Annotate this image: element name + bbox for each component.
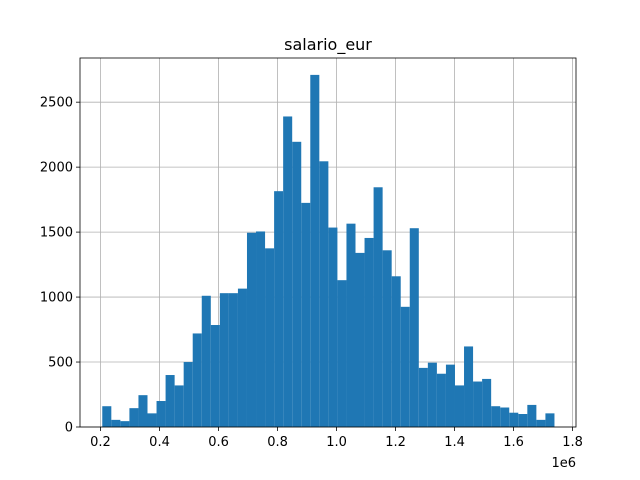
histogram-bars: [102, 74, 555, 428]
histogram-bar: [301, 202, 311, 427]
histogram-bar: [418, 367, 428, 427]
histogram-bar: [156, 401, 166, 427]
histogram-bar: [545, 413, 555, 427]
histogram-bar: [138, 395, 148, 427]
chart-title: salario_eur: [284, 35, 372, 55]
histogram-bar: [310, 74, 320, 428]
x-axis-offset-label: 1e6: [551, 456, 576, 471]
histogram-bar: [174, 385, 184, 427]
histogram-bar: [201, 295, 211, 427]
histogram-bar: [400, 306, 410, 427]
histogram-bar: [219, 293, 229, 427]
x-tick-label: 0.8: [267, 435, 288, 450]
histogram-bar: [183, 362, 193, 427]
x-tick-label: 0.2: [90, 435, 111, 450]
histogram-bar: [129, 408, 139, 427]
histogram-bar: [355, 252, 365, 427]
x-tick-label: 1.2: [385, 435, 406, 450]
histogram-bar: [120, 421, 130, 427]
histogram-bar: [536, 419, 546, 427]
histogram-bar: [518, 414, 528, 427]
y-tick-label: 1000: [40, 291, 73, 306]
x-tick-label: 0.6: [208, 435, 229, 450]
x-tick-label: 1.4: [444, 435, 465, 450]
histogram-bar: [491, 406, 501, 427]
histogram-bar: [436, 373, 446, 427]
histogram-bar: [445, 364, 455, 427]
histogram-bar: [509, 412, 519, 427]
histogram-bar: [237, 288, 247, 427]
axis-ticks: 0.2 0.4 0.6 0.8 1.0 1.2 1.4 1.6 1.8 0 500 1000 1500 2…: [40, 96, 583, 450]
histogram-bar: [500, 407, 510, 427]
histogram-bar: [382, 250, 392, 427]
histogram-bar: [482, 378, 492, 427]
histogram-bar: [147, 413, 157, 427]
plot-frame: [79, 57, 577, 428]
x-tick-label: 0.4: [149, 435, 170, 450]
histogram-bar: [102, 406, 112, 427]
x-tick-label: 1.8: [562, 435, 583, 450]
axes-frame: [79, 57, 577, 428]
histogram-bar: [256, 231, 266, 427]
histogram-bar: [228, 293, 238, 427]
histogram-bar: [328, 227, 338, 427]
histogram-bar: [364, 237, 374, 427]
histogram-bar: [373, 187, 383, 427]
histogram-bar: [210, 325, 220, 427]
histogram-bar: [265, 248, 275, 427]
histogram-bar: [192, 333, 202, 427]
histogram-bar: [473, 381, 483, 427]
histogram-bar: [283, 116, 293, 427]
histogram-bar: [427, 362, 437, 427]
histogram-bar: [391, 276, 401, 427]
y-tick-label: 1500: [40, 226, 73, 241]
y-tick-label: 2000: [40, 161, 73, 176]
histogram-bar: [337, 280, 347, 427]
histogram-bar: [292, 141, 302, 428]
histogram-bar: [454, 385, 465, 427]
y-tick-label: 2500: [40, 96, 73, 111]
histogram-bar: [165, 375, 175, 427]
x-tick-label: 1.6: [503, 435, 524, 450]
histogram-bar: [111, 419, 121, 427]
y-tick-label: 500: [48, 356, 73, 371]
histogram-bar: [274, 191, 284, 427]
x-tick-label: 1.0: [326, 435, 347, 450]
histogram-bar: [246, 232, 257, 427]
histogram-bar: [409, 228, 419, 427]
histogram-bar: [346, 223, 356, 427]
y-tick-label: 0: [65, 421, 73, 436]
histogram-bar: [527, 404, 537, 427]
histogram-bar: [319, 161, 329, 428]
histogram-bar: [464, 346, 474, 427]
